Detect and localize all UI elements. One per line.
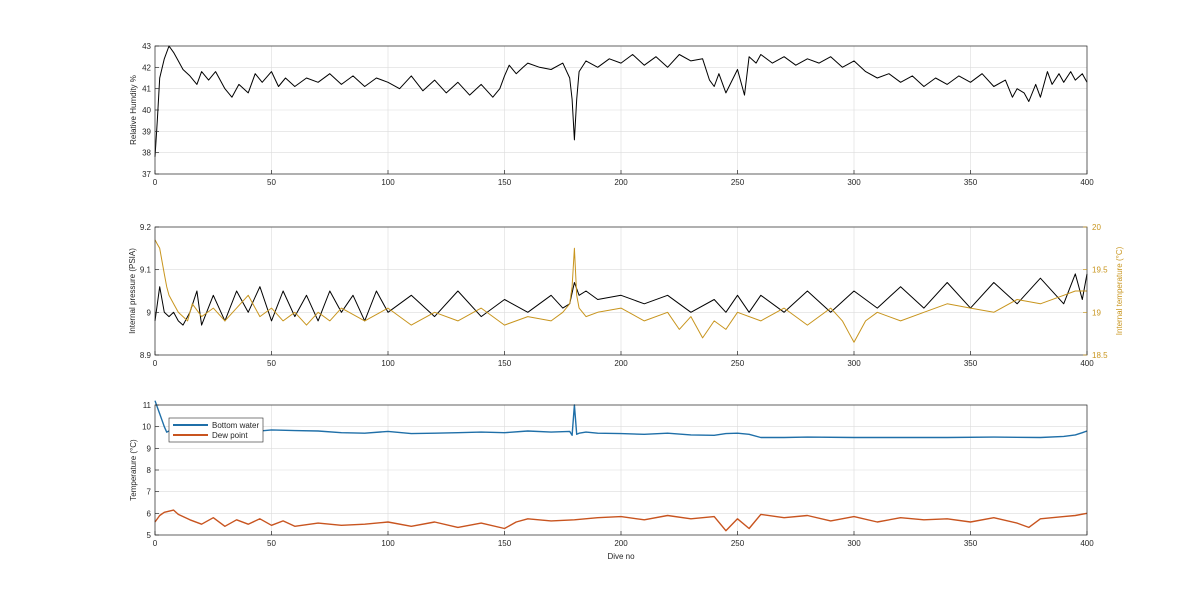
y-tick-label: 6 (147, 509, 152, 518)
x-tick-label: 400 (1080, 178, 1094, 187)
x-tick-label: 200 (614, 359, 628, 368)
x-tick-label: 150 (498, 359, 512, 368)
x-tick-label: 250 (731, 178, 745, 187)
series-line-main (154, 45, 1088, 157)
y-tick-label: 9 (147, 308, 152, 317)
x-tick-label: 50 (267, 539, 276, 548)
x-tick-label: 300 (847, 539, 861, 548)
y-tick-label: 39 (142, 127, 151, 136)
series-line-right (154, 239, 1087, 343)
x-tick-label: 100 (381, 178, 395, 187)
y-tick-label: 11 (143, 401, 152, 410)
x-tick-label: 150 (498, 178, 512, 187)
y-tick-label: 8.9 (140, 351, 152, 360)
x-tick-label: 350 (964, 178, 978, 187)
y-tick-label: 9.1 (140, 266, 152, 275)
y-tick-label: 37 (142, 170, 151, 179)
x-tick-label: 400 (1080, 539, 1094, 548)
pressure-temperature-panel: 0 50 100 150 200 250 300 350 400 8.9 9 9.1 9.2 18.5 19… (128, 223, 1124, 368)
x-tick-label: 50 (267, 178, 276, 187)
x-tick-label: 100 (381, 539, 395, 548)
y-tick-label: 9 (147, 444, 152, 453)
x-tick-label: 350 (964, 359, 978, 368)
x-tick-label: 100 (381, 359, 395, 368)
y-tick-label: 8 (147, 466, 152, 475)
y-tick-label: 38 (142, 149, 151, 158)
y-tick-label-right: 20 (1092, 223, 1101, 232)
y-tick-label: 5 (147, 531, 152, 540)
y-tick-label: 9.2 (140, 223, 152, 232)
x-tick-label: 0 (153, 539, 158, 548)
y-tick-label: 43 (142, 42, 151, 51)
y-axis-label: Temperature (°C) (129, 439, 138, 501)
y-tick-label: 10 (142, 423, 151, 432)
series-line-left (154, 273, 1088, 326)
x-tick-label: 400 (1080, 359, 1094, 368)
y-tick-label: 42 (142, 63, 151, 72)
y-tick-label: 40 (142, 106, 151, 115)
x-tick-label: 250 (731, 359, 745, 368)
y-tick-label-right: 18.5 (1092, 351, 1108, 360)
legend-label-bottom-water: Bottom water (212, 421, 259, 430)
y-axis-label: Relative Humdity % (129, 75, 138, 145)
humidity-panel: 0 50 100 150 200 250 300 350 400 37 38 39 40 41 42 43 R… (129, 42, 1094, 187)
temperature-panel: 0 50 100 150 200 250 300 350 400 5 6 7 8 9 10 11 Temper… (129, 400, 1094, 561)
legend-label-dew-point: Dew point (212, 431, 248, 440)
legend: Bottom water Dew point (168, 417, 264, 443)
y-axis-label-right: Internal temperature (°C) (1115, 246, 1124, 335)
x-tick-label: 0 (153, 359, 158, 368)
x-tick-label: 300 (847, 359, 861, 368)
y-tick-label: 7 (147, 488, 152, 497)
series-line-dew-point (154, 509, 1088, 532)
x-tick-label: 0 (153, 178, 158, 187)
y-axis-label: Internal pressure (PSIA) (128, 248, 137, 334)
y-tick-label: 41 (142, 85, 151, 94)
x-tick-label: 200 (614, 539, 628, 548)
x-tick-label: 150 (498, 539, 512, 548)
x-tick-label: 300 (847, 178, 861, 187)
x-tick-label: 50 (267, 359, 276, 368)
x-tick-label: 200 (614, 178, 628, 187)
x-tick-label: 350 (964, 539, 978, 548)
x-axis-label: Dive no (607, 552, 635, 561)
y-tick-label-right: 19.5 (1092, 266, 1108, 275)
legend-box (168, 417, 264, 443)
y-tick-label-right: 19 (1092, 308, 1101, 317)
x-tick-label: 250 (731, 539, 745, 548)
